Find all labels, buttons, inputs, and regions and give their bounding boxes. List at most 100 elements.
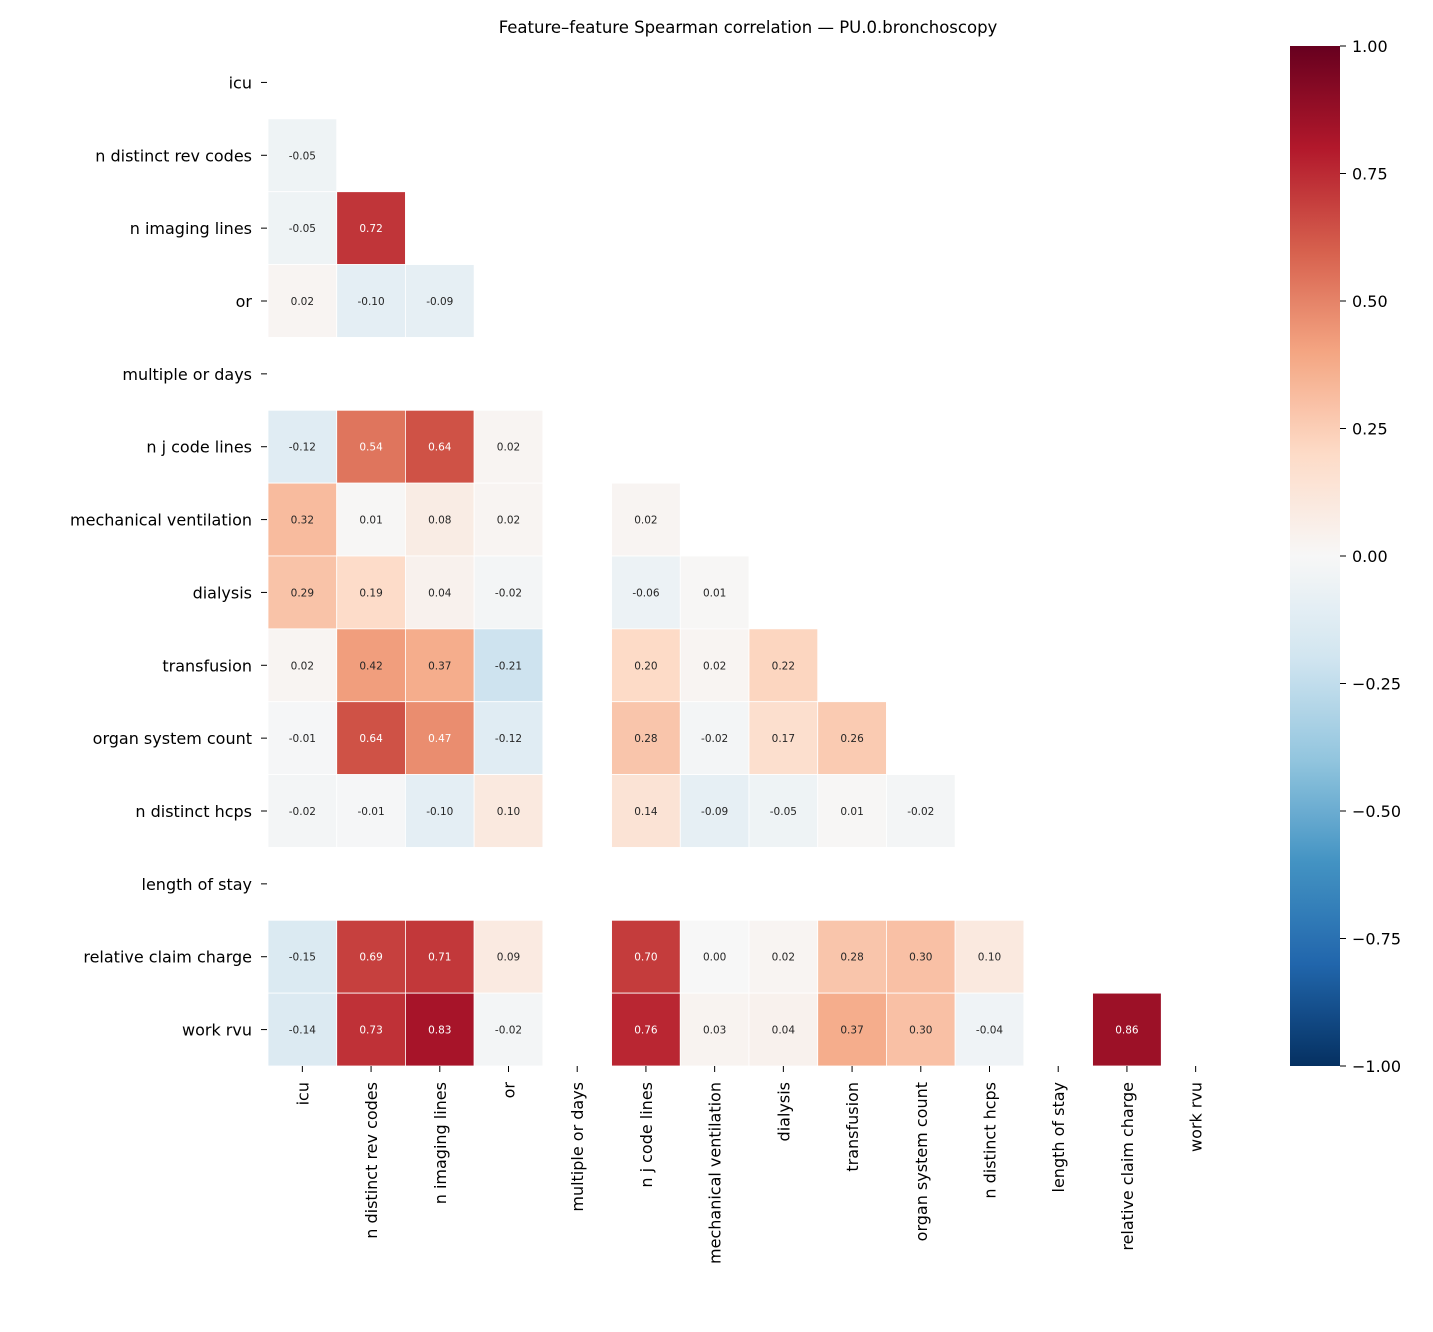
x-tick-label: multiple or days [568, 1082, 587, 1212]
cell-value-label: 0.01 [359, 515, 382, 527]
heatmap-cell [267, 992, 338, 1067]
cell-value-label: -0.05 [770, 806, 797, 818]
y-tick-label: n distinct rev codes [95, 146, 252, 165]
y-tick-label: length of stay [142, 875, 252, 894]
x-tick-label: icu [293, 1082, 312, 1105]
cell-value-label: 0.70 [634, 952, 657, 964]
cell-value-label: -0.14 [289, 1025, 316, 1037]
x-tick-label: dialysis [774, 1082, 793, 1141]
heatmap-cell [748, 628, 819, 703]
cell-value-label: 0.69 [359, 952, 382, 964]
heatmap-cell [267, 264, 338, 338]
cell-value-label: 0.01 [840, 806, 863, 818]
cell-value-label: 0.02 [291, 660, 314, 672]
heatmap-cell [679, 992, 750, 1067]
heatmap-cell [817, 701, 887, 775]
chart-title: Feature–feature Spearman correlation — P… [499, 18, 998, 37]
cell-value-label: 0.00 [703, 952, 726, 964]
y-tick-label: mechanical ventilation [70, 511, 252, 530]
y-tick-label: organ system count [93, 729, 252, 748]
cell-value-label: 0.02 [703, 660, 726, 672]
colorbar-tick-label: −0.25 [1352, 675, 1401, 694]
cell-value-label: 0.28 [634, 733, 657, 745]
colorbar-tick-label: 1.00 [1352, 37, 1388, 56]
heatmap-cell [405, 774, 475, 848]
cell-value-label: 0.10 [978, 952, 1001, 964]
heatmap-cell [405, 482, 475, 557]
heatmap-cell [267, 701, 338, 775]
cell-value-label: -0.02 [289, 806, 316, 818]
y-tick-label: relative claim charge [83, 948, 252, 967]
y-tick-label: n imaging lines [130, 219, 252, 238]
cell-value-label: 0.47 [428, 733, 451, 745]
y-tick-label: n distinct hcps [135, 802, 252, 821]
cell-value-label: 0.04 [772, 1025, 796, 1037]
colorbar-tick-label: 0.00 [1352, 547, 1388, 566]
heatmap-cell [336, 555, 406, 630]
heatmap-cell [886, 774, 956, 848]
cell-value-label: 0.04 [428, 587, 452, 599]
cell-value-label: -0.01 [289, 733, 316, 745]
cell-value-label: -0.02 [701, 733, 728, 745]
cell-value-label: -0.09 [701, 806, 728, 818]
cell-value-label: 0.42 [359, 660, 382, 672]
x-tick-label: organ system count [912, 1082, 931, 1241]
cell-value-label: 0.37 [428, 660, 451, 672]
cell-value-label: -0.10 [357, 296, 384, 308]
colorbar-tick-label: 0.25 [1352, 420, 1388, 439]
cell-value-label: -0.15 [289, 952, 316, 964]
cell-value-label: 0.76 [634, 1025, 658, 1037]
cell-value-label: -0.02 [907, 806, 934, 818]
heatmap-cell [679, 555, 750, 630]
heatmap-cell [336, 992, 406, 1067]
heatmap-cell [473, 628, 544, 703]
heatmap-cell [405, 919, 475, 994]
heatmap-cell [679, 919, 750, 994]
heatmap-cell [611, 482, 681, 557]
cell-value-label: -0.10 [426, 806, 453, 818]
colorbar-tick-label: 0.50 [1352, 292, 1388, 311]
cell-value-label: 0.30 [909, 952, 932, 964]
heatmap-cell [473, 774, 544, 848]
cell-value-label: 0.37 [840, 1025, 863, 1037]
cell-value-label: 0.02 [291, 296, 314, 308]
heatmap-cell [611, 774, 681, 848]
heatmap-cell [267, 555, 338, 630]
cell-value-label: 0.71 [428, 952, 451, 964]
x-tick-label: n j code lines [637, 1082, 656, 1188]
y-tick-label: transfusion [162, 656, 252, 675]
y-tick-label: dialysis [193, 583, 252, 602]
y-tick-label: n j code lines [146, 438, 252, 457]
cell-value-label: -0.21 [495, 660, 522, 672]
heatmap-cell [886, 992, 956, 1067]
x-tick-label: n distinct hcps [981, 1082, 1000, 1199]
heatmap-cell [886, 919, 956, 994]
cell-value-label: 0.26 [840, 733, 864, 745]
heatmap-cell [611, 555, 681, 630]
heatmap-cell [336, 409, 406, 484]
heatmap-cell [267, 191, 338, 265]
colorbar [1290, 46, 1340, 1066]
heatmap-cell [267, 919, 338, 994]
cell-value-label: 0.02 [497, 515, 520, 527]
cell-value-label: -0.06 [632, 587, 659, 599]
x-tick-label: or [500, 1082, 519, 1099]
heatmap-cell [267, 118, 338, 193]
cell-value-label: 0.72 [359, 223, 382, 235]
heatmap-cell [473, 919, 544, 994]
cell-value-label: 0.02 [497, 442, 520, 454]
cell-value-label: 0.73 [359, 1025, 382, 1037]
cell-value-label: -0.12 [289, 442, 316, 454]
colorbar-tick-label: 0.75 [1352, 165, 1388, 184]
heatmap-cell [1092, 992, 1162, 1067]
cell-value-label: -0.12 [495, 733, 522, 745]
cell-value-label: 0.29 [291, 587, 314, 599]
heatmap-cell [405, 701, 475, 775]
cell-value-label: -0.01 [357, 806, 384, 818]
heatmap-cell [336, 482, 406, 557]
x-tick-label: work rvu [1187, 1082, 1206, 1152]
heatmap-cell [473, 482, 544, 557]
heatmap-cell [748, 701, 819, 775]
heatmap-cell [336, 628, 406, 703]
